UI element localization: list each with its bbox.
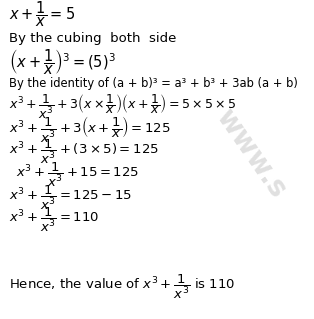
- Text: www.s: www.s: [210, 103, 292, 203]
- Text: $x^{3} +\dfrac{1}{x^{3}} = 110$: $x^{3} +\dfrac{1}{x^{3}} = 110$: [9, 206, 100, 234]
- Text: $x^{3} +\dfrac{1}{x^{3}} + 15 = 125$: $x^{3} +\dfrac{1}{x^{3}} + 15 = 125$: [16, 161, 139, 189]
- Text: $x^{3} +\dfrac{1}{x^{3}} + (3 \times 5) = 125$: $x^{3} +\dfrac{1}{x^{3}} + (3 \times 5) …: [9, 138, 159, 166]
- Text: $x^{3} +\dfrac{1}{x^{3}} + 3\left(x \times \dfrac{1}{x}\right)\left(x +\dfrac{1}: $x^{3} +\dfrac{1}{x^{3}} + 3\left(x \tim…: [9, 93, 237, 121]
- Text: $x + \dfrac{1}{x} = 5$: $x + \dfrac{1}{x} = 5$: [9, 0, 75, 29]
- Text: Hence, the value of $x^{3} +\dfrac{1}{x^{3}}$ is 110: Hence, the value of $x^{3} +\dfrac{1}{x^…: [9, 273, 236, 301]
- Text: $x^{3} +\dfrac{1}{x^{3}} = 125 - 15$: $x^{3} +\dfrac{1}{x^{3}} = 125 - 15$: [9, 183, 133, 211]
- Text: $x^{3} +\dfrac{1}{x^{3}} + 3\left(x +\dfrac{1}{x}\right) = 125$: $x^{3} +\dfrac{1}{x^{3}} + 3\left(x +\df…: [9, 115, 171, 145]
- Text: By the cubing  both  side: By the cubing both side: [9, 32, 177, 45]
- Text: $\left(x +\dfrac{1}{x}\right)^{3} = (5)^{3}$: $\left(x +\dfrac{1}{x}\right)^{3} = (5)^…: [9, 48, 116, 77]
- Text: By the identity of (a + b)³ = a³ + b³ + 3ab (a + b): By the identity of (a + b)³ = a³ + b³ + …: [9, 77, 298, 90]
